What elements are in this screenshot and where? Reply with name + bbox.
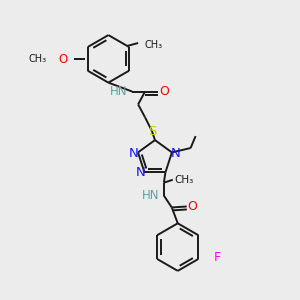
Text: O: O bbox=[58, 53, 68, 66]
Text: N: N bbox=[136, 166, 146, 179]
Text: CH₃: CH₃ bbox=[175, 175, 194, 185]
Text: CH₃: CH₃ bbox=[144, 40, 162, 50]
Text: F: F bbox=[214, 251, 221, 265]
Text: N: N bbox=[171, 147, 181, 160]
Text: HN: HN bbox=[141, 189, 159, 202]
Text: N: N bbox=[129, 147, 139, 160]
Text: S: S bbox=[148, 125, 156, 138]
Text: O: O bbox=[188, 200, 197, 213]
Text: O: O bbox=[159, 85, 169, 98]
Text: CH₃: CH₃ bbox=[29, 54, 47, 64]
Text: HN: HN bbox=[110, 85, 127, 98]
